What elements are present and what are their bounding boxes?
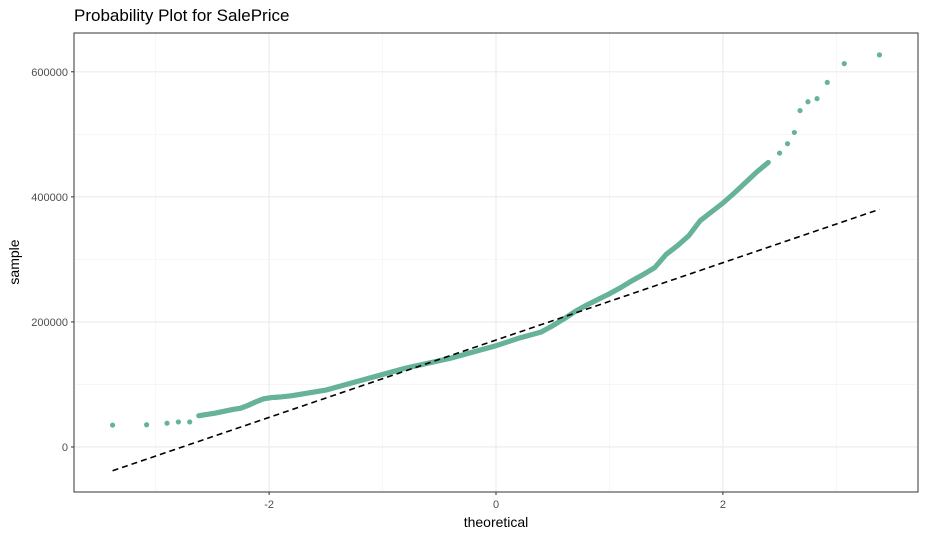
data-point <box>144 422 150 428</box>
data-point <box>175 419 181 425</box>
data-point <box>109 422 116 428</box>
x-axis-title: theoretical <box>464 514 529 530</box>
y-tick-label: 400000 <box>31 192 68 204</box>
data-point <box>777 150 783 156</box>
reference-line <box>112 208 880 472</box>
x-tick-label: 0 <box>493 499 499 511</box>
reference-line-group <box>112 208 880 472</box>
data-point <box>814 96 820 102</box>
x-axis-ticks: -2 0 2 <box>264 492 726 511</box>
grid-lines <box>74 33 918 492</box>
data-point <box>164 420 170 426</box>
data-point <box>784 141 791 147</box>
y-tick-label: 0 <box>62 442 68 454</box>
y-tick-label: 200000 <box>31 317 68 329</box>
data-point <box>805 99 811 105</box>
y-axis-title: sample <box>6 239 22 284</box>
x-tick-label: -2 <box>264 499 274 511</box>
y-tick-label: 600000 <box>31 67 68 79</box>
x-tick-label: 2 <box>720 499 726 511</box>
y-axis-ticks: 0 200000 400000 600000 <box>31 67 74 454</box>
data-point <box>824 79 830 86</box>
data-point <box>187 419 193 425</box>
data-point <box>876 52 883 58</box>
data-point <box>841 61 847 67</box>
data-point <box>765 159 771 166</box>
data-point <box>797 107 803 114</box>
data-point <box>791 129 797 136</box>
chart-title: Probability Plot for SalePrice <box>74 6 290 25</box>
